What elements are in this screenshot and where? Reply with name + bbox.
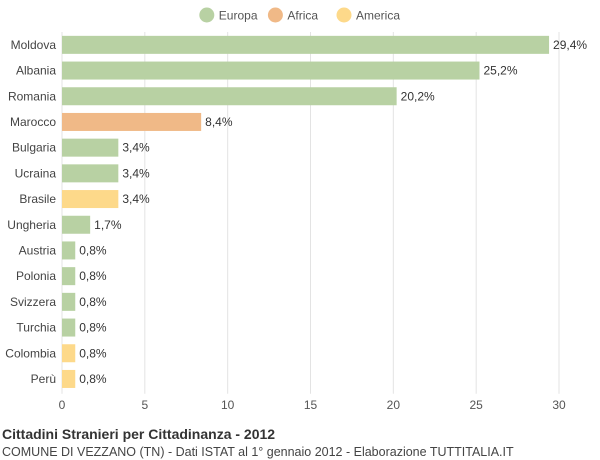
bar: [62, 241, 76, 260]
bar: [62, 61, 480, 80]
bar: [62, 87, 397, 106]
x-tick-label: 5: [141, 398, 148, 412]
bar: [62, 215, 91, 234]
value-label: 20,2%: [401, 89, 435, 103]
category-label: Brasile: [19, 192, 56, 206]
value-label: 1,7%: [94, 218, 122, 232]
value-label: 0,8%: [79, 295, 107, 309]
bar: [62, 35, 550, 54]
bar: [62, 318, 76, 337]
legend-swatch: [336, 7, 352, 23]
category-label: Bulgaria: [12, 141, 56, 155]
value-label: 0,8%: [79, 269, 107, 283]
value-label: 3,4%: [122, 141, 150, 155]
bar: [62, 369, 76, 388]
value-label: 0,8%: [79, 243, 107, 257]
category-label: Colombia: [5, 346, 56, 360]
value-label: 3,4%: [122, 192, 150, 206]
x-tick-label: 25: [469, 398, 483, 412]
value-label: 25,2%: [483, 64, 517, 78]
category-label: Austria: [19, 243, 57, 257]
value-label: 3,4%: [122, 166, 150, 180]
category-label: Polonia: [16, 269, 56, 283]
legend-label: Europa: [219, 9, 258, 23]
category-label: Svizzera: [10, 295, 56, 309]
x-tick-label: 15: [304, 398, 318, 412]
x-tick-label: 10: [221, 398, 235, 412]
bar: [62, 190, 119, 209]
legend-label: America: [356, 9, 400, 23]
value-label: 0,8%: [79, 346, 107, 360]
bar: [62, 267, 76, 286]
category-label: Romania: [8, 89, 56, 103]
category-label: Moldova: [11, 38, 57, 52]
category-label: Marocco: [10, 115, 56, 129]
chart-title: Cittadini Stranieri per Cittadinanza - 2…: [2, 426, 276, 442]
category-label: Turchia: [16, 321, 56, 335]
value-label: 0,8%: [79, 321, 107, 335]
bar-chart: 0 5 10 15 20 25 30 Moldova 29,4% Albania 25,2% Roma…: [5, 7, 587, 412]
category-label: Albania: [16, 64, 56, 78]
bar: [62, 164, 119, 183]
chart-source: COMUNE DI VEZZANO (TN) - Dati ISTAT al 1…: [2, 445, 514, 459]
value-label: 29,4%: [553, 38, 587, 52]
x-tick-label: 0: [59, 398, 66, 412]
x-tick-label: 20: [387, 398, 401, 412]
value-label: 0,8%: [79, 372, 107, 386]
legend-swatch: [267, 7, 283, 23]
legend-swatch: [199, 7, 215, 23]
category-label: Ucraina: [15, 166, 57, 180]
category-label: Ungheria: [7, 218, 56, 232]
legend-label: Africa: [287, 9, 318, 23]
bar: [62, 112, 202, 131]
value-label: 8,4%: [205, 115, 233, 129]
category-label: Perù: [31, 372, 56, 386]
x-tick-label: 30: [552, 398, 566, 412]
bar: [62, 138, 119, 157]
bar: [62, 344, 76, 363]
bar: [62, 292, 76, 311]
